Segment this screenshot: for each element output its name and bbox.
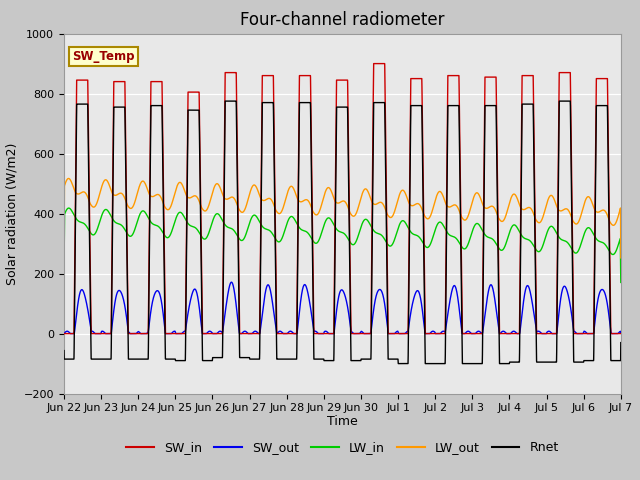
Title: Four-channel radiometer: Four-channel radiometer	[240, 11, 445, 29]
Text: SW_Temp: SW_Temp	[72, 50, 135, 63]
Y-axis label: Solar radiation (W/m2): Solar radiation (W/m2)	[5, 143, 18, 285]
X-axis label: Time: Time	[327, 415, 358, 428]
Legend: SW_in, SW_out, LW_in, LW_out, Rnet: SW_in, SW_out, LW_in, LW_out, Rnet	[121, 436, 564, 459]
